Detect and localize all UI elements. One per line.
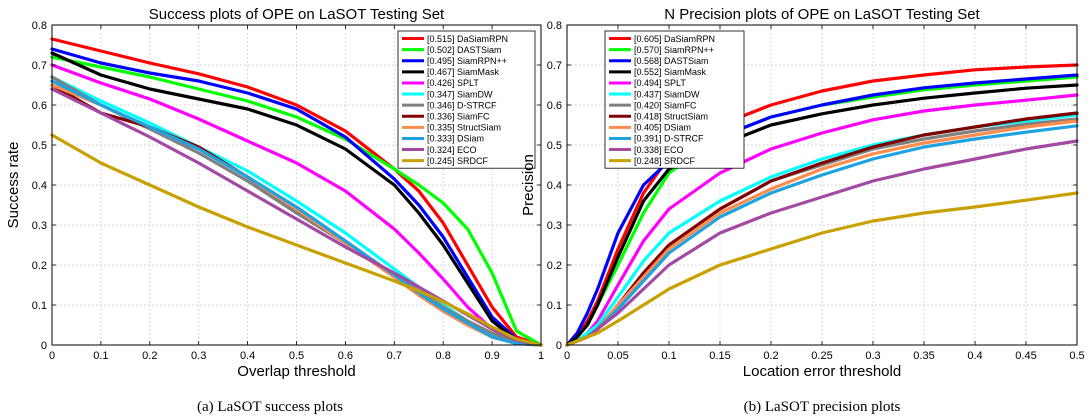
figure-caption: (a) LaSOT success plots [197, 399, 343, 415]
legend-entry: [0.494] SPLT [634, 78, 686, 88]
x-tick-label: 0.3 [191, 350, 206, 362]
legend-entry: [0.605] DaSiamRPN [634, 34, 715, 44]
legend-entry: [0.347] SiamDW [427, 89, 493, 99]
x-tick-label: 0.45 [1015, 350, 1036, 362]
y-tick-label: 0 [556, 340, 562, 352]
x-tick-label: 0.5 [1069, 350, 1084, 362]
y-axis-label: Precision [520, 154, 537, 216]
series-line-12 [565, 191, 1079, 347]
x-tick-label: 0.7 [387, 350, 402, 362]
ticks: 0 0.05 0.1 0.15 0.2 0.25 0.3 0.35 0.4 0.45 0.5 0 0.1… [547, 20, 1085, 362]
y-tick-label: 0.8 [32, 20, 47, 32]
y-tick-label: 0.6 [547, 100, 562, 112]
legend-entry: [0.570] SiamRPN++ [634, 45, 714, 55]
x-tick-label: 0.8 [436, 350, 451, 362]
legend-box [397, 30, 536, 169]
x-tick-label: 0.2 [142, 350, 157, 362]
chart-title: N Precision plots of OPE on LaSOT Testin… [664, 6, 980, 23]
x-tick-label: 0.5 [289, 350, 304, 362]
legend-box [604, 30, 745, 169]
x-tick-label: 0.6 [338, 350, 353, 362]
y-tick-label: 0.1 [32, 300, 47, 312]
legend-entry: [0.420] SiamFC [634, 100, 697, 110]
y-tick-label: 0.2 [547, 260, 562, 272]
y-tick-label: 0.6 [32, 100, 47, 112]
x-tick-label: 0.35 [913, 350, 934, 362]
y-tick-label: 0.5 [547, 140, 562, 152]
x-tick-label: 0.4 [240, 350, 255, 362]
legend-entry: [0.437] SiamDW [634, 89, 700, 99]
x-tick-label: 0.9 [484, 350, 499, 362]
x-tick-label: 1 [538, 350, 544, 362]
legend-entry: [0.418] StructSiam [634, 111, 708, 121]
x-tick-label: 0.15 [709, 350, 730, 362]
x-axis-label: Location error threshold [743, 363, 901, 380]
x-tick-label: 0.4 [967, 350, 982, 362]
legend-entry: [0.568] DASTSiam [634, 56, 709, 66]
legend-entry: [0.245] SRDCF [427, 156, 489, 166]
legend-entry: [0.248] SRDCF [634, 156, 696, 166]
series-line-12 [50, 133, 543, 347]
legend-entry: [0.391] D-STRCF [634, 134, 704, 144]
legend-entry: [0.405] DSiam [634, 123, 691, 133]
x-axis-label: Overlap threshold [237, 363, 355, 380]
y-axis-label: Success rate [5, 142, 22, 229]
y-tick-label: 0.3 [32, 220, 47, 232]
legend: [0.515] DaSiamRPN[0.502] DASTSiam[0.495]… [397, 30, 536, 169]
x-tick-label: 0.1 [661, 350, 676, 362]
legend-entry: [0.467] SiamMask [427, 67, 500, 77]
y-tick-label: 0.2 [32, 260, 47, 272]
series-line-2 [50, 55, 543, 347]
chart-1: 0 0.1 0.2 0.3 0.4 0.5 0.6 0.7 0.8 0.9 1 0 0.1 0.2 0.3 0… [5, 6, 544, 415]
series-line-4 [50, 51, 543, 347]
ticks: 0 0.1 0.2 0.3 0.4 0.5 0.6 0.7 0.8 0.9 1 0 0.1 0.2 0.3 0… [32, 20, 544, 362]
x-tick-label: 0.3 [865, 350, 880, 362]
x-tick-label: 0 [49, 350, 55, 362]
y-tick-label: 0 [41, 340, 47, 352]
y-tick-label: 0.3 [547, 220, 562, 232]
legend: [0.605] DaSiamRPN[0.570] SiamRPN++[0.568… [604, 30, 745, 169]
x-tick-label: 0.25 [811, 350, 832, 362]
series-line-10 [50, 79, 543, 347]
legend-entry: [0.338] ECO [634, 145, 684, 155]
y-tick-label: 0.7 [547, 60, 562, 72]
x-tick-label: 0.05 [607, 350, 628, 362]
chart-title: Success plots of OPE on LaSOT Testing Se… [149, 6, 445, 23]
legend-entry: [0.495] SiamRPN++ [427, 56, 507, 66]
y-tick-label: 0.5 [32, 140, 47, 152]
x-tick-label: 0.2 [763, 350, 778, 362]
series-line-11 [50, 87, 543, 347]
figure-caption: (b) LaSOT precision plots [744, 399, 901, 415]
y-tick-label: 0.1 [547, 300, 562, 312]
legend-entry: [0.346] D-STRCF [427, 100, 497, 110]
y-tick-label: 0.8 [547, 20, 562, 32]
legend-entry: [0.335] StructSiam [427, 123, 501, 133]
legend-entry: [0.333] DSiam [427, 134, 484, 144]
legend-entry: [0.552] SiamMask [634, 67, 707, 77]
legend-entry: [0.502] DASTSiam [427, 45, 502, 55]
series-lines [50, 37, 543, 347]
series-lines [565, 63, 1079, 347]
series-line-1 [50, 37, 543, 347]
legend-entry: [0.336] SiamFC [427, 111, 490, 121]
legend-entry: [0.515] DaSiamRPN [427, 34, 508, 44]
chart-2: 0 0.05 0.1 0.15 0.2 0.25 0.3 0.35 0.4 0.45 0.5 0 0.1… [520, 6, 1085, 415]
legend-entry: [0.426] SPLT [427, 78, 479, 88]
legend-entry: [0.324] ECO [427, 145, 477, 155]
series-line-3 [50, 47, 543, 347]
y-tick-label: 0.4 [547, 180, 562, 192]
x-tick-label: 0.1 [93, 350, 108, 362]
y-tick-label: 0.4 [32, 180, 47, 192]
y-tick-label: 0.7 [32, 60, 47, 72]
x-tick-label: 0 [564, 350, 570, 362]
